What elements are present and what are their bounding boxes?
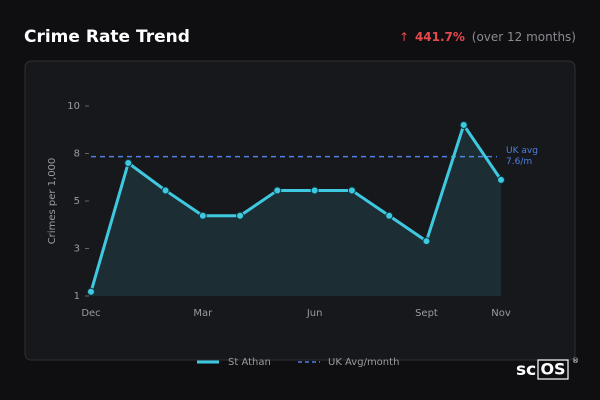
chart-card	[24, 60, 576, 361]
point	[310, 186, 319, 195]
reference-annotation: 7.6/m	[506, 157, 532, 167]
point	[87, 287, 95, 296]
x-tick-label: Jun	[306, 308, 323, 319]
x-tick-label: Sept	[415, 308, 438, 319]
change-arrow: ↑	[399, 30, 409, 44]
x-tick-label: Dec	[81, 308, 100, 319]
point	[273, 186, 282, 195]
y-axis-label: Crimes per 1,000	[47, 158, 58, 245]
legend-label: St Athan	[228, 357, 271, 368]
series-line	[89, 123, 503, 293]
point	[198, 211, 207, 220]
point	[124, 159, 133, 167]
change-note: (over 12 months)	[472, 30, 576, 44]
point	[422, 237, 431, 246]
y-tick-label: 8	[74, 149, 80, 160]
point	[497, 175, 505, 184]
point	[385, 211, 394, 220]
point	[161, 186, 170, 195]
x-tick-label: Nov	[491, 308, 511, 319]
y-tick-label: 1	[74, 291, 80, 302]
brand-prefix: sc	[516, 360, 536, 380]
point	[347, 186, 356, 195]
title: Crime Rate Trend	[24, 27, 190, 47]
x-tick-label: Mar	[193, 308, 213, 319]
brand-boxed: OS	[540, 360, 565, 379]
area	[91, 125, 501, 296]
point	[459, 121, 468, 129]
legend-label: UK Avg/month	[328, 357, 399, 368]
brand: sc OS ®	[516, 357, 579, 380]
brand-box	[537, 359, 569, 380]
change-summary: ↑ 441.7% (over 12 months)	[399, 30, 576, 44]
y-tick-label: 10	[67, 101, 80, 112]
change-value: 441.7%	[415, 30, 465, 44]
brand-mark: ®	[572, 357, 579, 365]
point	[236, 211, 245, 220]
y-tick-label: 3	[74, 244, 80, 255]
reference-annotation: UK avg	[506, 146, 538, 156]
y-tick-label: 5	[74, 196, 80, 207]
